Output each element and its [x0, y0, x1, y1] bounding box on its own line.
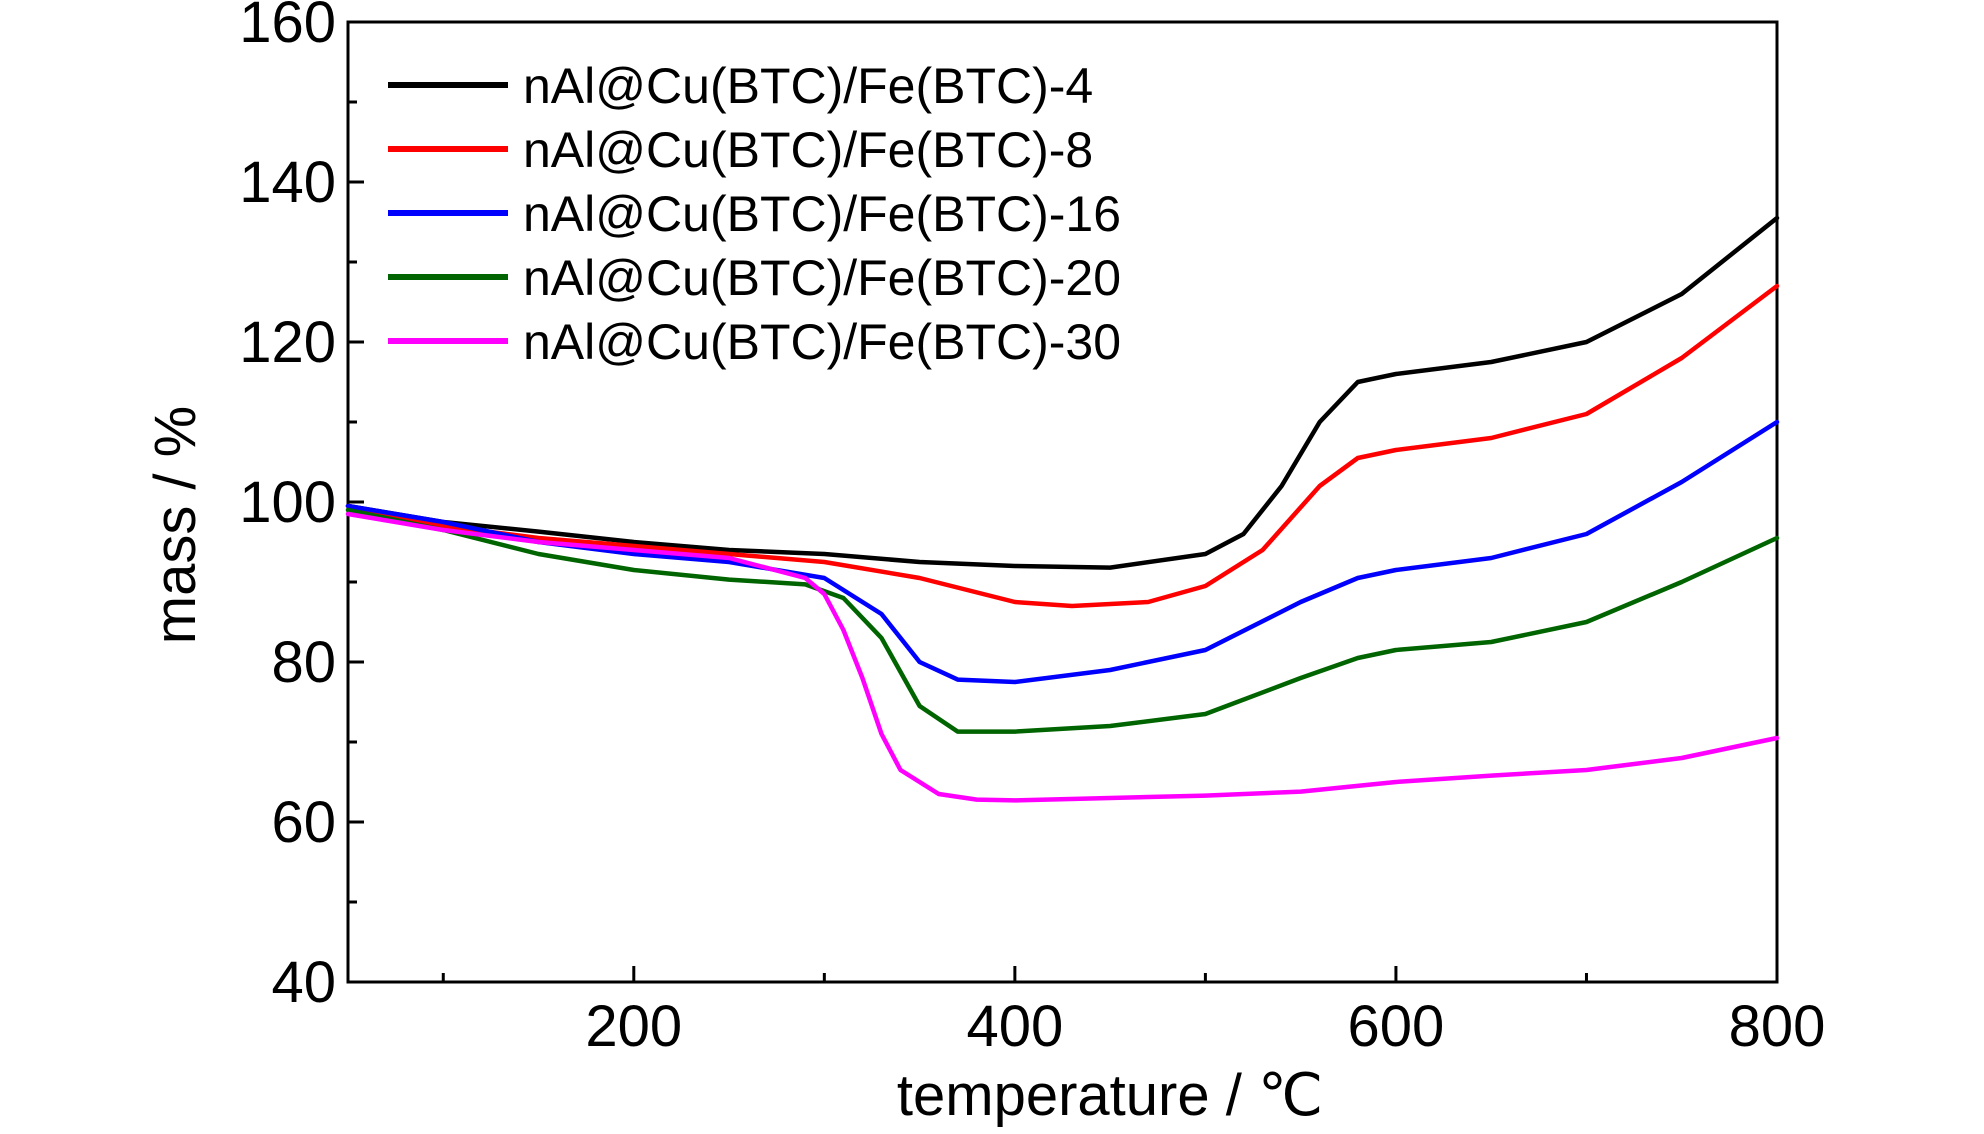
x-tick-label: 400 — [966, 994, 1063, 1059]
legend-label: nAl@Cu(BTC)/Fe(BTC)-16 — [523, 186, 1121, 242]
y-axis-title: mass / % — [143, 406, 208, 645]
series-line-1 — [345, 215, 1780, 570]
series-layer — [345, 215, 1780, 803]
legend-label: nAl@Cu(BTC)/Fe(BTC)-30 — [523, 314, 1121, 370]
series-line-5 — [345, 511, 1780, 803]
x-tick-label: 600 — [1348, 994, 1445, 1059]
y-tick-label: 120 — [239, 310, 336, 375]
y-tick-label: 40 — [271, 950, 336, 1015]
legend: nAl@Cu(BTC)/Fe(BTC)-4 nAl@Cu(BTC)/Fe(BTC)… — [388, 58, 1121, 370]
legend-label: nAl@Cu(BTC)/Fe(BTC)-8 — [523, 122, 1093, 178]
series-line-3 — [345, 419, 1780, 685]
series-line-4 — [345, 507, 1780, 734]
ticks-layer: 200 400 600 800 40 60 80 100 120 140 160 — [239, 0, 1825, 1059]
legend-label: nAl@Cu(BTC)/Fe(BTC)-20 — [523, 250, 1121, 306]
y-tick-label: 100 — [239, 470, 336, 535]
y-tick-label: 140 — [239, 150, 336, 215]
y-tick-label: 80 — [271, 630, 336, 695]
x-axis-title: temperature / ℃ — [897, 1063, 1323, 1128]
y-tick-label: 60 — [271, 790, 336, 855]
y-tick-label: 160 — [239, 0, 336, 55]
legend-label: nAl@Cu(BTC)/Fe(BTC)-4 — [523, 58, 1093, 114]
x-tick-label: 200 — [585, 994, 682, 1059]
x-tick-label: 800 — [1729, 994, 1826, 1059]
series-line-2 — [345, 283, 1780, 609]
